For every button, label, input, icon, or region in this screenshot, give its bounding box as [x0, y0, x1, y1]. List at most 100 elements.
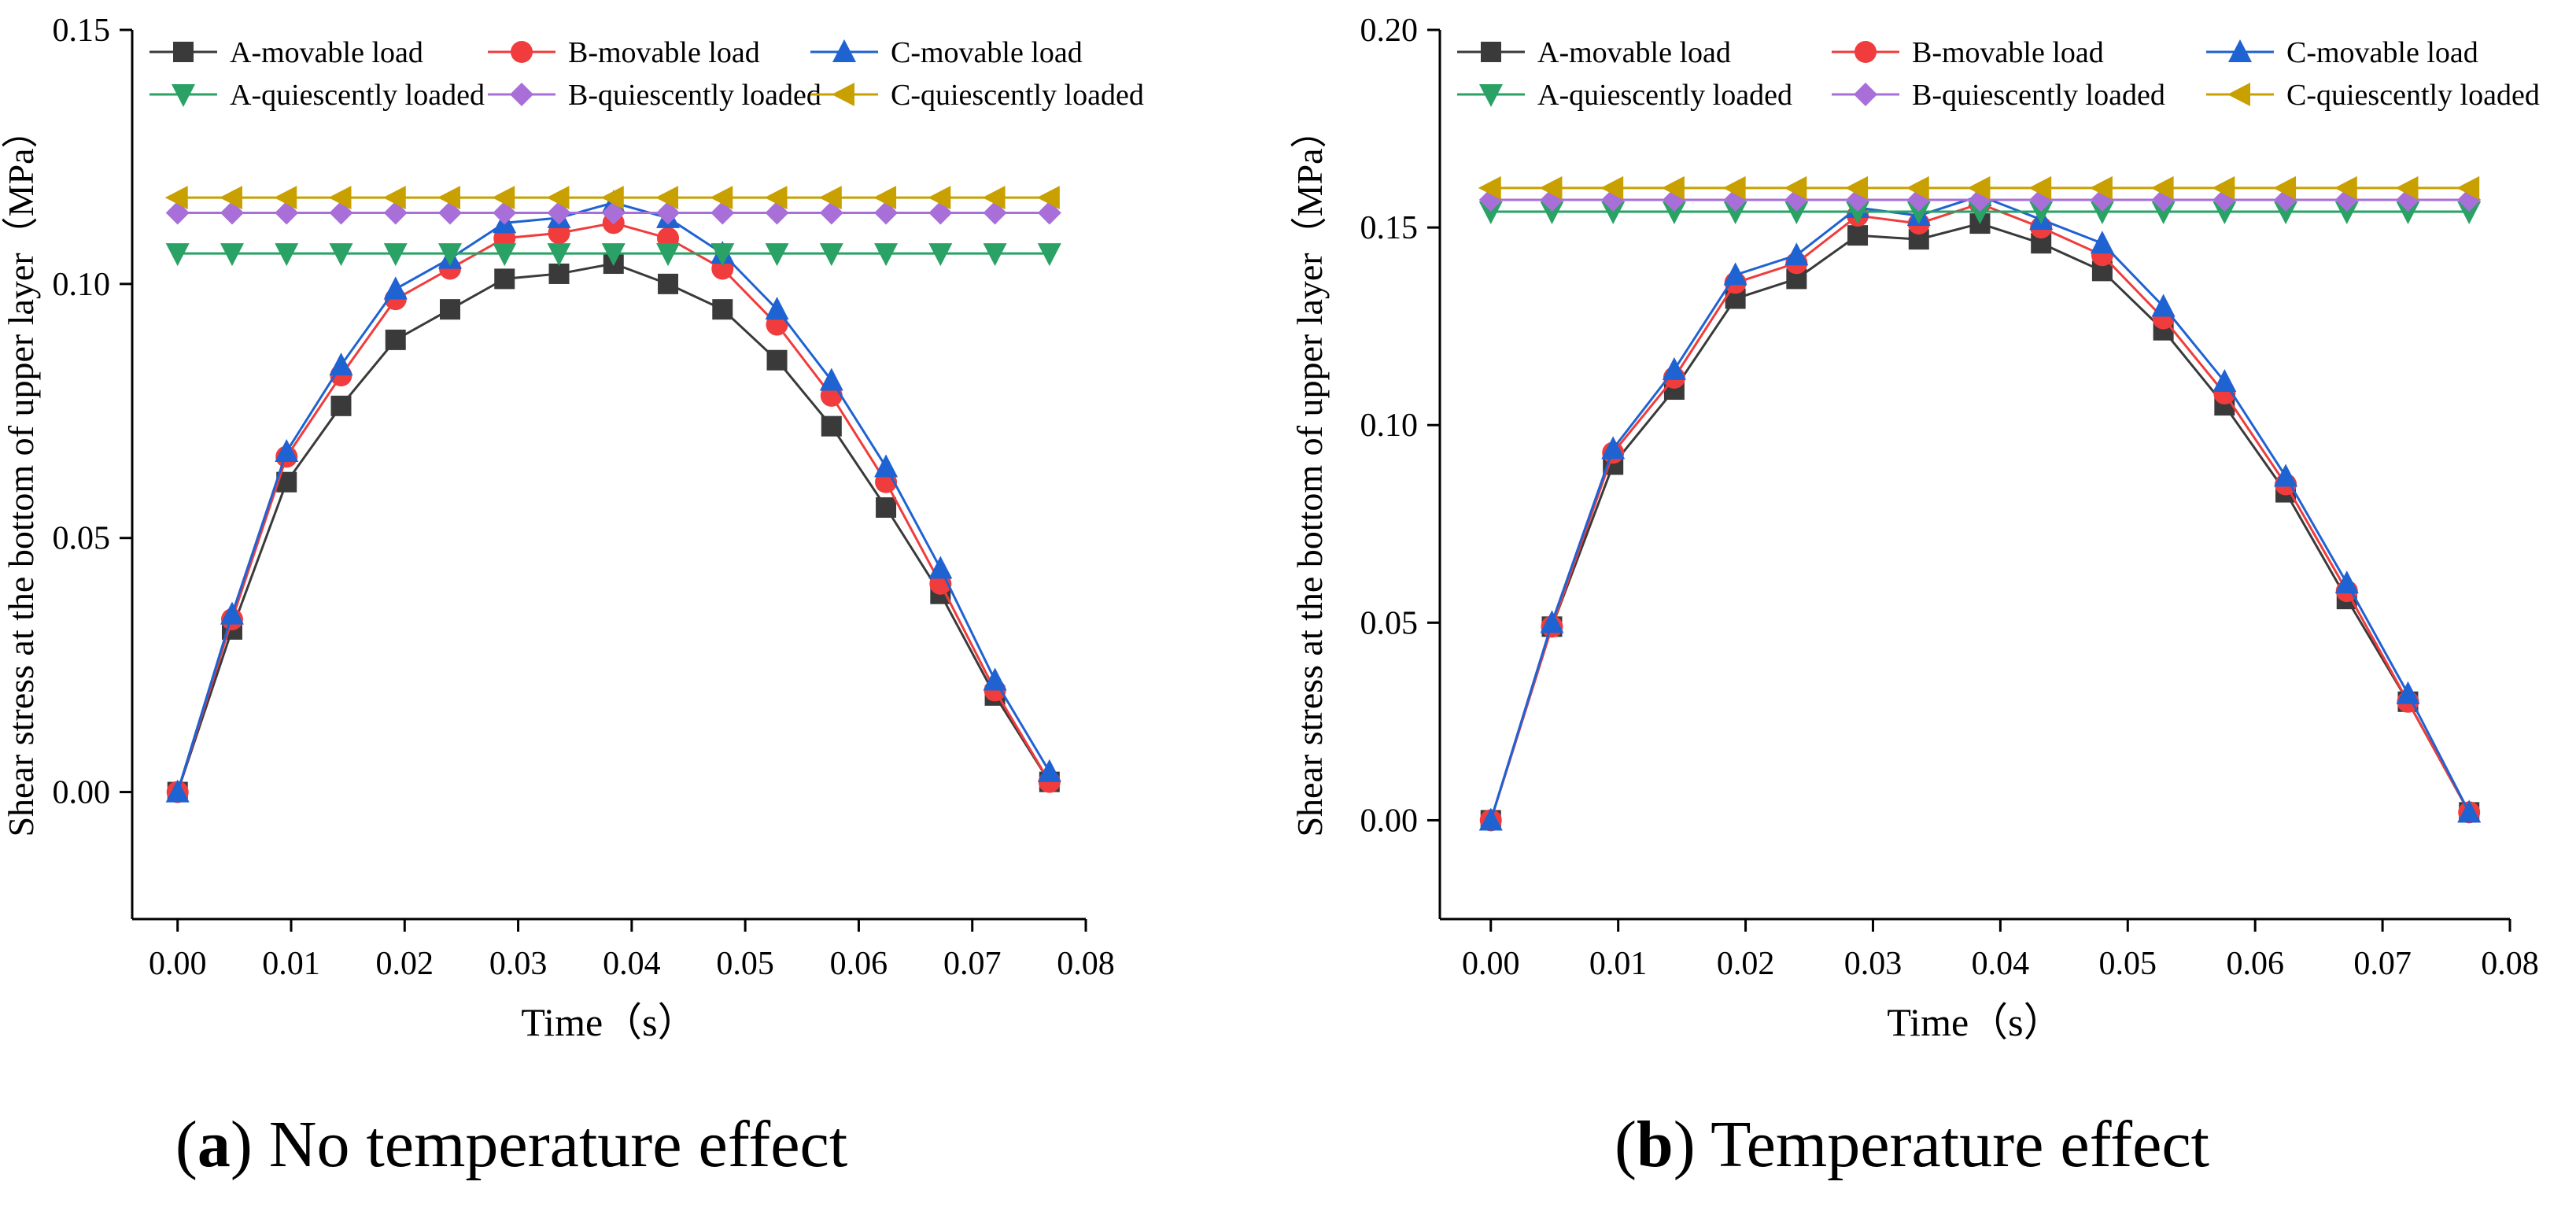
data-point: [601, 243, 626, 267]
data-point: [330, 395, 352, 416]
y-axis-label: Shear stress at the bottom of upper laye…: [1290, 112, 1330, 836]
legend-label: C-quiescently loaded: [891, 79, 1144, 112]
x-tick-label: 0.05: [2099, 946, 2157, 982]
series-b-movable-load: [166, 212, 1061, 803]
series-a-quiescently-loaded: [165, 243, 1061, 267]
legend-marker: [172, 84, 195, 107]
legend-entry: B-movable load: [1832, 36, 2104, 69]
data-point: [874, 243, 899, 267]
x-tick-label: 0.06: [2226, 946, 2284, 982]
legend-entry: B-quiescently loaded: [488, 79, 821, 112]
series-a-movable-load: [1480, 213, 2480, 831]
legend-entry: B-movable load: [488, 36, 760, 69]
data-point: [1478, 807, 1503, 831]
x-tick-label: 0.01: [1589, 946, 1648, 982]
data-point: [383, 243, 408, 267]
y-tick-label: 0.20: [1360, 13, 1419, 49]
legend-entry: C-quiescently loaded: [810, 79, 1144, 112]
data-point: [1967, 175, 1991, 200]
data-point: [2090, 231, 2114, 254]
data-point: [1723, 201, 1747, 225]
y-tick-label: 0.05: [53, 521, 111, 557]
data-point: [1037, 243, 1061, 267]
data-point: [819, 367, 843, 391]
x-tick-label: 0.02: [376, 946, 434, 982]
data-point: [547, 243, 571, 267]
x-tick-label: 0.03: [489, 946, 548, 982]
legend-label: A-movable load: [230, 36, 423, 69]
data-point: [382, 186, 406, 210]
data-point: [1662, 356, 1686, 380]
caption-close-paren: ): [1673, 1108, 1696, 1181]
data-point: [2150, 175, 2174, 200]
x-tick-label: 0.00: [1462, 946, 1520, 982]
legend-entry: C-quiescently loaded: [2206, 79, 2540, 112]
caption-open-paren: (: [1615, 1108, 1637, 1181]
caption-open-paren: (: [175, 1108, 197, 1181]
data-point: [165, 243, 190, 267]
data-point: [1036, 186, 1060, 210]
data-point: [2089, 175, 2113, 200]
y-tick-label: 0.15: [1360, 210, 1419, 246]
legend-marker: [1479, 84, 1503, 107]
data-point: [821, 415, 842, 437]
y-tick-label: 0.10: [1360, 408, 1419, 444]
legend-marker: [1481, 42, 1501, 62]
data-point: [2212, 368, 2237, 392]
legend-marker: [1854, 83, 1877, 106]
x-axis-label: Time（s）: [1887, 1000, 2062, 1044]
data-point: [383, 276, 408, 300]
data-point: [493, 243, 517, 267]
data-point: [983, 667, 1007, 691]
legend-entry: A-quiescently loaded: [1457, 79, 1792, 112]
data-point: [164, 186, 188, 210]
data-point: [1723, 262, 1747, 286]
data-point: [1478, 175, 1501, 200]
legend-label: C-quiescently loaded: [2286, 79, 2540, 112]
data-point: [1540, 610, 1564, 633]
series-line: [1489, 194, 2471, 821]
x-tick-label: 0.08: [2481, 946, 2539, 982]
data-point: [2212, 175, 2235, 200]
series-line: [176, 201, 1051, 793]
legend-entry: C-movable load: [2206, 36, 2478, 69]
legend-marker: [832, 83, 854, 106]
data-point: [1968, 201, 1992, 225]
data-point: [818, 186, 842, 210]
caption-letter: a: [197, 1108, 231, 1181]
data-point: [440, 299, 460, 320]
legend-marker: [832, 39, 856, 62]
caption-text: Temperature effect: [1695, 1108, 2209, 1181]
y-tick-label: 0.00: [1360, 803, 1419, 839]
data-point: [983, 243, 1007, 267]
legend-label: A-quiescently loaded: [1537, 79, 1792, 112]
y-tick-label: 0.15: [53, 13, 111, 49]
chart-panel-b: 0.00 0.01 0.02 0.03 0.04 0.05 0.06 0.07 0.08 0.00…: [1290, 13, 2540, 1044]
data-point: [1846, 201, 1870, 225]
data-point: [766, 349, 788, 371]
data-point: [2396, 681, 2420, 704]
data-point: [329, 353, 353, 376]
legend-entry: A-movable load: [149, 36, 423, 69]
data-point: [219, 186, 242, 210]
data-point: [2029, 201, 2054, 225]
data-point: [765, 243, 789, 267]
caption-text: No temperature effect: [252, 1108, 848, 1181]
data-point: [2151, 294, 2176, 317]
data-point: [438, 243, 462, 267]
x-tick-label: 0.07: [943, 946, 1002, 982]
x-tick-label: 0.02: [1717, 946, 1775, 982]
data-point: [765, 297, 789, 320]
data-point: [928, 243, 953, 267]
data-point: [1539, 175, 1563, 200]
series-a-movable-load: [167, 253, 1060, 803]
data-point: [546, 186, 570, 210]
legend-label: A-quiescently loaded: [230, 79, 485, 112]
data-point: [1478, 201, 1503, 225]
data-point: [385, 329, 406, 350]
data-point: [1661, 175, 1685, 200]
legend-marker: [173, 42, 194, 62]
data-point: [2212, 201, 2237, 225]
x-tick-label: 0.04: [603, 946, 661, 982]
